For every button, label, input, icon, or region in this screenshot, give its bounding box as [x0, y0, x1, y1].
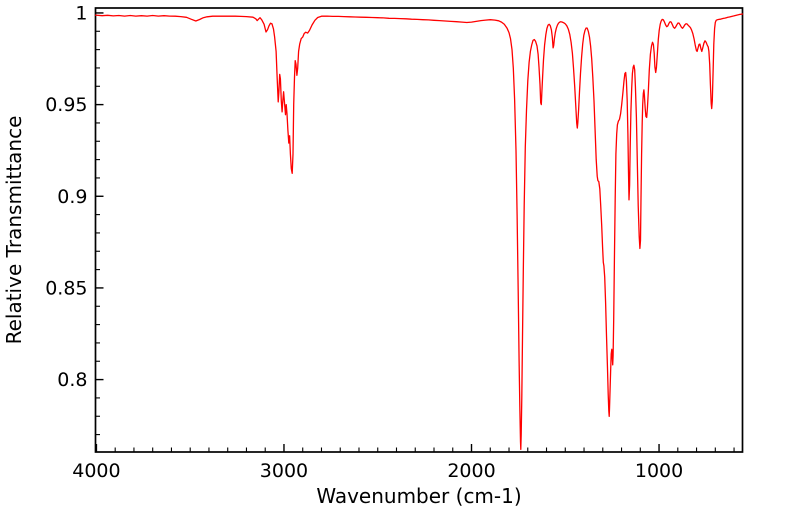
plot-tick-labels: 4000 3000 2000 1000 1 0.95 0.9 0.85 0.8 [45, 2, 683, 482]
y-axis-title: Relative Transmittance [2, 116, 26, 345]
x-tick-label: 3000 [260, 460, 308, 482]
plot-ticks [95, 12, 735, 452]
x-tick-label: 2000 [447, 460, 495, 482]
plot-frame [94, 7, 744, 453]
plot-border [94, 7, 744, 453]
y-tick-label: 0.9 [57, 186, 87, 208]
y-tick-label: 1 [75, 2, 87, 24]
y-tick-label: 0.85 [45, 277, 87, 299]
x-tick-label: 1000 [635, 460, 683, 482]
x-tick-label: 4000 [72, 460, 120, 482]
y-tick-label: 0.95 [45, 94, 87, 116]
y-tick-label: 0.8 [57, 369, 87, 391]
spectrum-line [94, 13, 744, 450]
plot-series [94, 13, 744, 450]
x-axis-title: Wavenumber (cm-1) [316, 484, 521, 508]
